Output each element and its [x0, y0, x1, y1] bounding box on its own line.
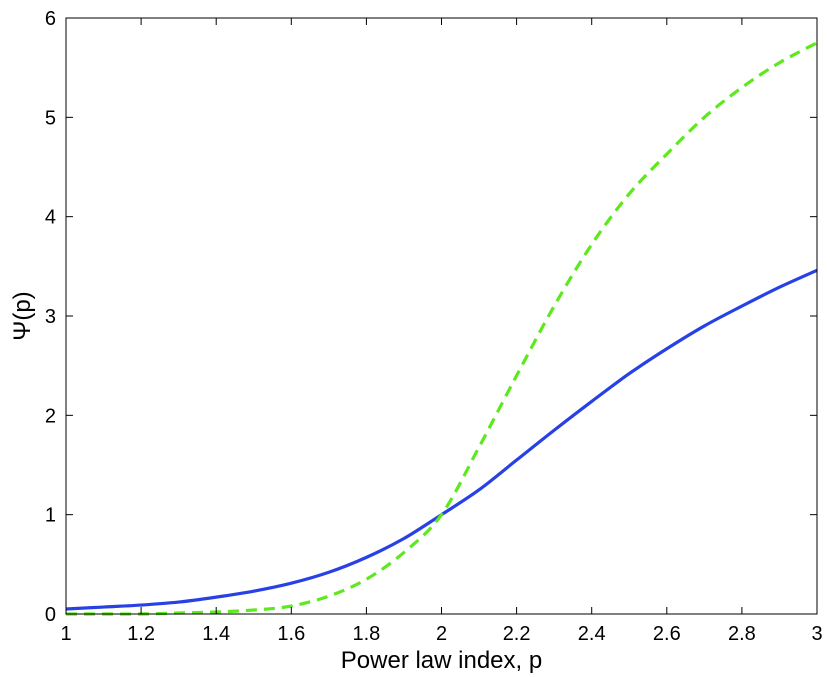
x-tick-label: 1.4: [202, 623, 230, 645]
dashed-series-line: [65, 41, 818, 616]
x-tick-label: 2: [436, 623, 447, 645]
x-tick-label: 3: [811, 623, 822, 645]
y-tick-labels: 0 1 2 3 4 5 6: [45, 8, 56, 626]
y-tick-label: 4: [45, 207, 56, 229]
y-tick-label: 5: [45, 107, 56, 129]
x-tick-label: 1: [60, 623, 71, 645]
x-axis-label: Power law index, p: [341, 647, 542, 674]
x-tick-label: 2.4: [578, 623, 606, 645]
y-tick-label: 3: [45, 306, 56, 328]
x-tick-label: 1.2: [127, 623, 155, 645]
x-tick-labels: 1 1.2 1.4 1.6 1.8 2 2.2 2.4 2.6 2.8 3: [60, 623, 822, 645]
tick-marks: [65, 17, 818, 615]
y-axis-label: Ψ(p): [9, 291, 36, 340]
plot-area: [65, 41, 818, 616]
x-tick-label: 1.8: [352, 623, 380, 645]
x-tick-label: 1.6: [277, 623, 305, 645]
axes-box: [65, 17, 818, 615]
y-tick-label: 2: [45, 405, 56, 427]
y-tick-label: 0: [45, 604, 56, 626]
x-tick-label: 2.6: [653, 623, 681, 645]
y-tick-label: 1: [45, 505, 56, 527]
x-tick-label: 2.2: [503, 623, 531, 645]
x-tick-label: 2.8: [728, 623, 756, 645]
solid-series-line: [65, 268, 818, 611]
y-tick-label: 6: [45, 8, 56, 30]
